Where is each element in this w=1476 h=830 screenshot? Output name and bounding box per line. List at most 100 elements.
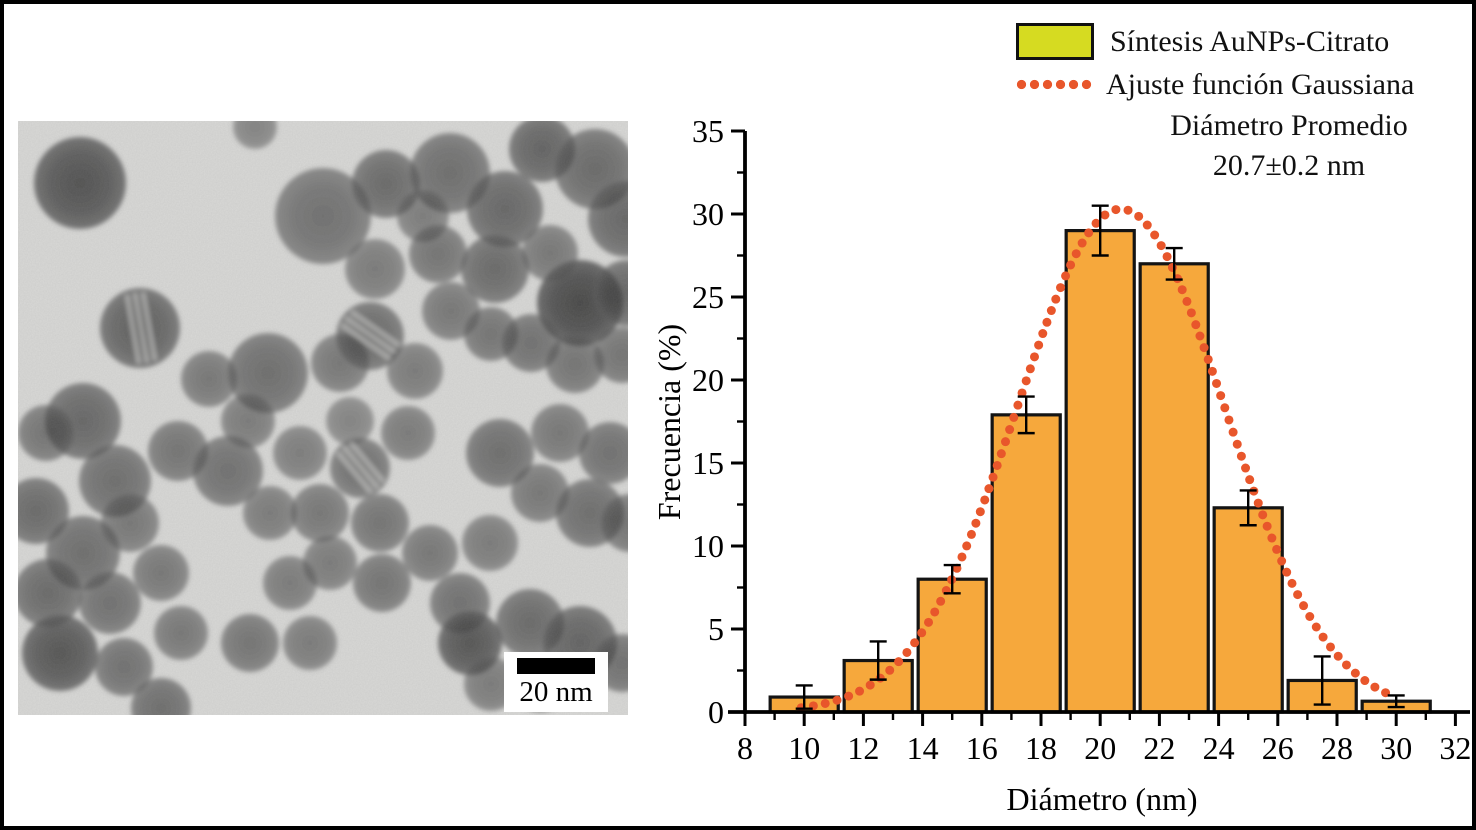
gaussian-dot <box>917 628 927 638</box>
gaussian-dot <box>1287 578 1297 588</box>
gaussian-dot <box>1182 296 1192 306</box>
gaussian-dot <box>1066 260 1076 270</box>
histogram-swatch <box>1016 23 1094 60</box>
mean-diameter-caption: Diámetro Promedio <box>1170 109 1408 142</box>
gaussian-dot <box>1142 220 1152 230</box>
gaussian-dot <box>1000 437 1010 447</box>
gaussian-dot <box>885 665 895 675</box>
gaussian-dot <box>1216 391 1226 401</box>
gaussian-dot <box>1051 294 1061 304</box>
gaussian-dot <box>1009 412 1019 422</box>
chart-canvas: 8 10 12 14 16 18 20 22 24 26 28 30 3205101520253035 … <box>651 113 1471 817</box>
x-tick-label: 20 <box>1084 730 1116 766</box>
gaussian-dot <box>1203 354 1213 364</box>
gaussian-dot <box>844 691 854 701</box>
legend-entry-histogram: Síntesis AuNPs-Citrato <box>1016 20 1472 63</box>
bars-layer <box>768 229 1432 714</box>
error-bars-layer <box>795 204 1405 710</box>
gaussian-dot <box>1199 343 1209 353</box>
gaussian-dot <box>1272 544 1282 554</box>
histogram-bar <box>990 413 1062 714</box>
gaussian-dot <box>984 484 994 494</box>
gaussian-dot <box>1134 211 1144 221</box>
y-tick-label: 0 <box>708 694 724 730</box>
scale-bar-label: 20 nm <box>519 676 593 708</box>
gaussian-dot <box>1123 205 1133 215</box>
y-tick-label: 20 <box>692 362 724 398</box>
gaussian-dot <box>1042 317 1052 327</box>
gaussian-dot <box>894 657 904 667</box>
gaussian-dot <box>1236 451 1246 461</box>
gaussian-dot <box>1333 651 1343 661</box>
gaussian-dot <box>1232 439 1242 449</box>
tem-grain-overlay <box>18 121 628 715</box>
x-tick-label: 24 <box>1203 730 1235 766</box>
tem-micrograph: 20 nm <box>18 121 628 715</box>
mean-diameter-value: 20.7±0.2 nm <box>1212 149 1366 182</box>
gaussian-dot <box>1017 388 1027 398</box>
y-tick-label: 30 <box>692 196 724 232</box>
y-tick-label: 35 <box>692 113 724 149</box>
gaussian-dot <box>1091 218 1101 228</box>
x-tick-label: 22 <box>1143 730 1175 766</box>
axes-layer: 8 10 12 14 16 18 20 22 24 26 28 30 32 0 5 10 15 20 25 30 35 <box>692 113 1471 766</box>
gaussian-dot <box>971 518 981 528</box>
gaussian-dot <box>1299 601 1309 611</box>
gaussian-dot <box>1341 660 1351 670</box>
gaussian-dot <box>1100 210 1110 220</box>
gaussian-dot <box>980 495 990 505</box>
gaussian-dot <box>1224 415 1234 425</box>
gaussian-dot <box>1111 205 1121 215</box>
gaussian-dot <box>996 449 1006 459</box>
gaussian-dot <box>1262 521 1272 531</box>
gaussian-dot <box>1293 590 1303 600</box>
legend-entry-gaussian: Ajuste función Gaussiana <box>1016 63 1472 106</box>
gaussian-dot <box>1212 378 1222 388</box>
x-tick-label: 14 <box>907 730 939 766</box>
legend-label-histogram: Síntesis AuNPs-Citrato <box>1110 24 1390 58</box>
gaussian-dot <box>1318 632 1328 642</box>
x-tick-label: 10 <box>788 730 820 766</box>
y-tick-label: 15 <box>692 445 724 481</box>
gaussian-dot <box>1177 285 1187 295</box>
gaussian-dot <box>924 617 934 627</box>
gaussian-dot <box>1013 400 1023 410</box>
gaussian-fit-curve <box>796 205 1391 713</box>
gaussian-dot <box>1241 463 1251 473</box>
gaussian-dot <box>820 698 830 708</box>
gaussian-dot <box>1005 425 1015 435</box>
gaussian-dot <box>902 647 912 657</box>
gaussian-dot <box>1034 340 1044 350</box>
gaussian-dot <box>1186 308 1196 318</box>
gaussian-dot <box>1156 241 1166 251</box>
scale-bar-line <box>517 658 595 674</box>
gaussian-dot <box>1167 262 1177 272</box>
histogram-bar <box>1138 262 1210 714</box>
gaussian-dot <box>1207 366 1217 376</box>
gaussian-dot <box>1245 475 1255 485</box>
gaussian-dot <box>1038 329 1048 339</box>
gaussian-dot <box>957 552 967 562</box>
gaussian-dot <box>1061 271 1071 281</box>
gaussian-dot <box>962 541 972 551</box>
gaussian-dot <box>1220 403 1230 413</box>
gaussian-dot <box>992 460 1002 470</box>
gaussian-dot <box>1350 668 1360 678</box>
gaussian-dot <box>1021 376 1031 386</box>
gaussian-dot <box>1195 331 1205 341</box>
gaussian-dot <box>1253 498 1263 508</box>
gaussian-dot <box>1029 352 1039 362</box>
x-tick-label: 26 <box>1262 730 1294 766</box>
y-tick-label: 10 <box>692 528 724 564</box>
legend: Síntesis AuNPs-Citrato Ajuste función Ga… <box>1016 20 1472 186</box>
gaussian-dot <box>1370 682 1380 692</box>
histogram-chart: 8 10 12 14 16 18 20 22 24 26 28 30 32 0 5 10 15 20 25 30 35 … <box>644 4 1472 826</box>
x-tick-label: 16 <box>966 730 998 766</box>
scale-bar: 20 nm <box>504 652 608 712</box>
gaussian-dot <box>1305 611 1315 621</box>
y-axis-title: Frecuencia (%) <box>651 324 687 520</box>
gaussian-dot <box>1056 283 1066 293</box>
x-tick-label: 12 <box>847 730 879 766</box>
gaussian-dot <box>1150 230 1160 240</box>
